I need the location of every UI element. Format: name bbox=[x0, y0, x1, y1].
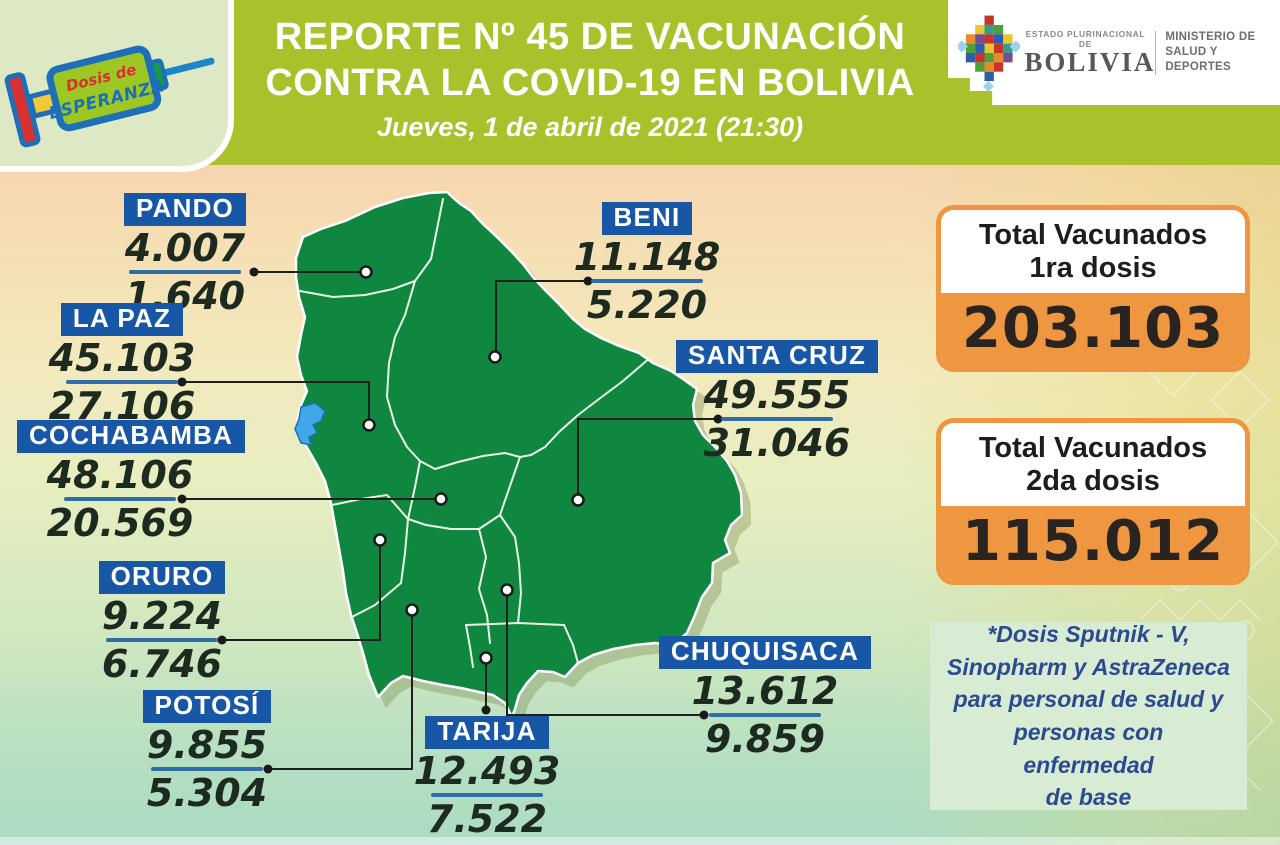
total-title-line1: Total Vacunados bbox=[978, 432, 1208, 464]
dose1-value: 45.103 bbox=[48, 336, 196, 381]
government-panel: ESTADO PLURINACIONAL DE BOLIVIA MINISTER… bbox=[948, 0, 1280, 105]
department-name: LA PAZ bbox=[60, 303, 184, 337]
total-first-dose-value: 203.103 bbox=[941, 292, 1245, 367]
department-name: TARIJA bbox=[425, 716, 549, 750]
total-first-dose-card: Total Vacunados 1ra dosis 203.103 bbox=[936, 205, 1250, 372]
dose-underline bbox=[129, 270, 241, 275]
department-name: SANTA CRUZ bbox=[675, 340, 879, 374]
ministry-label: MINISTERIO DE SALUD Y DEPORTES bbox=[1165, 31, 1256, 73]
total-first-dose-title: Total Vacunados 1ra dosis bbox=[941, 210, 1245, 293]
dose1-value: 12.493 bbox=[413, 749, 561, 794]
dose1-value: 11.148 bbox=[573, 235, 721, 280]
total-second-dose-card: Total Vacunados 2da dosis 115.012 bbox=[936, 418, 1250, 585]
department-name: CHUQUISACA bbox=[658, 636, 872, 670]
dose1-value: 4.007 bbox=[124, 226, 246, 271]
bolivia-label: BOLIVIA bbox=[1024, 47, 1156, 77]
total-second-dose-title: Total Vacunados 2da dosis bbox=[941, 423, 1245, 506]
syringe-logo: Dosis de ESPERANZA bbox=[4, 45, 215, 148]
dose-underline bbox=[106, 638, 218, 643]
department-name: POTOSÍ bbox=[142, 690, 272, 724]
report-title: REPORTE Nº 45 DE VACUNACIÓN CONTRA LA CO… bbox=[240, 14, 940, 143]
department-block-potosi: POTOSÍ 9.855 5.304 bbox=[109, 690, 305, 813]
department-block-oruro: ORURO 9.224 6.746 bbox=[64, 561, 260, 684]
dose1-value: 48.106 bbox=[46, 453, 194, 498]
department-name: PANDO bbox=[124, 193, 246, 227]
bottom-strip bbox=[0, 837, 1280, 845]
department-block-santa-cruz: SANTA CRUZ 49.555 31.046 bbox=[664, 340, 890, 463]
total-second-dose-value: 115.012 bbox=[941, 505, 1245, 580]
dose1-value: 13.612 bbox=[691, 669, 839, 714]
syringe-barrel bbox=[46, 45, 162, 132]
dose-underline bbox=[591, 279, 703, 284]
title-line-2: CONTRA LA COVID-19 EN BOLIVIA bbox=[265, 62, 915, 105]
department-block-pando: PANDO 4.007 1.640 bbox=[85, 193, 285, 316]
dose1-value: 9.855 bbox=[146, 723, 268, 768]
dose2-value: 20.569 bbox=[46, 501, 194, 546]
dose-underline bbox=[151, 767, 263, 772]
dose2-value: 7.522 bbox=[426, 797, 548, 842]
dose-underline bbox=[721, 417, 833, 422]
syringe-needle bbox=[163, 57, 215, 76]
department-block-tarija: TARIJA 12.493 7.522 bbox=[389, 716, 585, 839]
vaccine-note-text: *Dosis Sputnik - V, Sinopharm y AstraZen… bbox=[947, 621, 1230, 811]
dose1-value: 49.555 bbox=[703, 373, 851, 418]
department-name: BENI bbox=[601, 202, 693, 236]
dose2-value: 27.106 bbox=[48, 384, 196, 429]
report-date: Jueves, 1 de abril de 2021 (21:30) bbox=[376, 111, 804, 142]
department-name: COCHABAMBA bbox=[17, 420, 246, 454]
title-line-1: REPORTE Nº 45 DE VACUNACIÓN bbox=[274, 16, 906, 58]
gov-divider bbox=[1155, 30, 1157, 75]
department-name: ORURO bbox=[98, 561, 226, 595]
department-block-chuquisaca: CHUQUISACA 13.612 9.859 bbox=[652, 636, 878, 759]
dose1-value: 9.224 bbox=[101, 594, 223, 639]
dose2-value: 9.859 bbox=[704, 717, 826, 762]
total-title-line2: 2da dosis bbox=[1026, 465, 1160, 498]
vaccine-note-card: *Dosis Sputnik - V, Sinopharm y AstraZen… bbox=[930, 621, 1247, 810]
estado-plurinacional-label: ESTADO PLURINACIONAL DE bbox=[1025, 29, 1146, 49]
department-block-cochabamba: COCHABAMBA 48.106 20.569 bbox=[17, 420, 246, 546]
dose-underline bbox=[709, 713, 821, 718]
dose2-value: 6.746 bbox=[101, 642, 223, 687]
total-title-line1: Total Vacunados bbox=[978, 219, 1208, 251]
department-block-la-paz: LA PAZ 45.103 27.106 bbox=[24, 303, 220, 426]
department-block-beni: BENI 11.148 5.220 bbox=[554, 202, 740, 325]
chakana-emblem-icon bbox=[958, 15, 1021, 92]
dose2-value: 5.304 bbox=[146, 771, 268, 816]
dose-underline bbox=[66, 380, 178, 385]
dose-underline bbox=[431, 793, 543, 798]
dose2-value: 5.220 bbox=[586, 283, 708, 328]
bolivia-wordmark: ESTADO PLURINACIONAL DE BOLIVIA bbox=[1024, 29, 1156, 77]
dose-underline bbox=[64, 497, 176, 502]
campaign-logo-panel: Dosis de ESPERANZA bbox=[0, 0, 234, 172]
dose2-value: 31.046 bbox=[703, 421, 851, 466]
total-title-line2: 1ra dosis bbox=[1029, 252, 1157, 285]
